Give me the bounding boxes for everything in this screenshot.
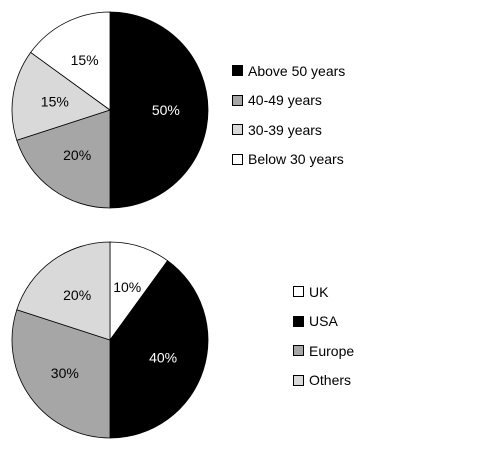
legend-label: Above 50 years: [248, 62, 346, 79]
legend-swatch: [232, 94, 243, 106]
legend-label: 30-39 years: [248, 121, 322, 138]
slice-label-others: 20%: [63, 287, 91, 303]
legend-swatch: [293, 286, 304, 298]
age-pie-chart: 50% 20% 15% 15%: [11, 11, 209, 209]
pie-slice-usa: [109, 260, 209, 439]
legend-label: USA: [309, 313, 338, 330]
slice-label-usa: 40%: [149, 349, 177, 365]
region-pie-chart: 10% 40% 30% 20%: [11, 241, 209, 439]
legend-item-others: Others: [293, 366, 354, 396]
legend-item-below-30-years: Below 30 years: [232, 145, 345, 175]
legend-swatch: [293, 315, 304, 327]
legend-label: Others: [309, 372, 352, 389]
legend-swatch: [232, 153, 243, 165]
pie-slice-above-50-years: [109, 11, 209, 209]
slice-label-40-49-years: 20%: [63, 147, 91, 163]
pie-slice-europe: [11, 309, 111, 439]
legend-item-40-49-years: 40-49 years: [232, 86, 345, 116]
legend-item-usa: USA: [293, 307, 354, 337]
legend-item-uk: UK: [293, 277, 354, 307]
region-legend: UK USA Europe Others: [293, 277, 354, 395]
legend-item-30-39-years: 30-39 years: [232, 115, 345, 145]
legend-swatch: [232, 65, 243, 77]
legend-swatch: [232, 124, 243, 136]
slice-label-above-50-years: 50%: [152, 102, 180, 118]
legend-label: UK: [309, 283, 329, 300]
pie-slice-below-30-years: [30, 11, 111, 111]
slice-label-europe: 30%: [51, 365, 79, 381]
slice-label-uk: 10%: [113, 279, 141, 295]
legend-item-above-50-years: Above 50 years: [232, 56, 345, 86]
legend-swatch: [293, 345, 304, 357]
age-legend: Above 50 years 40-49 years 30-39 years Belo…: [232, 56, 345, 174]
legend-label: 40-49 years: [248, 92, 322, 109]
pie-slice-30-39-years: [11, 51, 111, 141]
slice-label-below-30-years: 15%: [71, 52, 99, 68]
slice-label-30-39-years: 15%: [41, 93, 69, 109]
legend-swatch: [293, 374, 304, 386]
legend-item-europe: Europe: [293, 336, 354, 366]
legend-label: Below 30 years: [248, 151, 344, 168]
pie-slice-others: [16, 241, 111, 341]
pie-slice-40-49-years: [16, 109, 111, 209]
legend-label: Europe: [309, 342, 355, 359]
